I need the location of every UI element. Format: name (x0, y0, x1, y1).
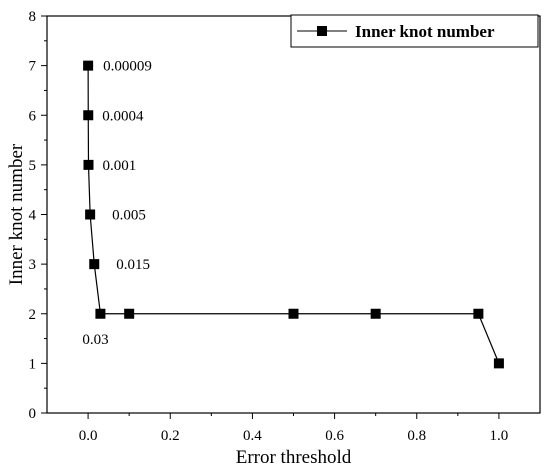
legend-label: Inner knot number (355, 22, 495, 41)
y-tick-label: 6 (29, 108, 37, 124)
x-tick-label: 1.0 (490, 428, 509, 444)
y-tick-label: 4 (29, 208, 37, 224)
x-tick-label: 0.6 (325, 428, 344, 444)
data-point (124, 308, 135, 319)
y-tick-label: 1 (29, 356, 37, 372)
y-tick-label: 8 (29, 9, 37, 25)
data-label: 0.03 (82, 332, 108, 348)
data-label: 0.001 (102, 158, 136, 174)
data-label: 0.00009 (103, 59, 152, 75)
y-axis-title: Inner knot number (6, 143, 27, 285)
y-tick-label: 0 (29, 406, 37, 422)
series (83, 60, 504, 369)
data-point (89, 259, 100, 270)
y-tick-label: 5 (29, 158, 37, 174)
data-label: 0.005 (112, 208, 146, 224)
ticks: 0.0 0.2 0.4 0.6 0.8 1.0 0 1 2 3 4 5 6 7 8 (29, 9, 509, 444)
data-point (493, 358, 504, 369)
data-point (83, 60, 94, 71)
x-tick-label: 0.0 (79, 428, 98, 444)
x-axis-title: Error threshold (236, 447, 352, 468)
legend: Inner knot number (290, 14, 539, 48)
data-label: 0.015 (116, 257, 150, 273)
x-tick-label: 0.2 (161, 428, 180, 444)
data-label: 0.0004 (102, 108, 144, 124)
data-point (473, 308, 484, 319)
y-tick-label: 2 (29, 307, 37, 323)
y-tick-label: 7 (29, 59, 37, 75)
data-point (370, 308, 381, 319)
data-point (95, 308, 106, 319)
x-tick-label: 0.8 (407, 428, 426, 444)
x-tick-label: 0.4 (243, 428, 262, 444)
data-point (85, 209, 96, 220)
data-point (288, 308, 299, 319)
data-point (83, 159, 94, 170)
y-tick-label: 3 (29, 257, 37, 273)
data-point (83, 110, 94, 121)
annotations: 0.00009 0.0004 0.001 0.005 0.015 0.03 (82, 59, 151, 348)
legend-marker (317, 26, 327, 36)
